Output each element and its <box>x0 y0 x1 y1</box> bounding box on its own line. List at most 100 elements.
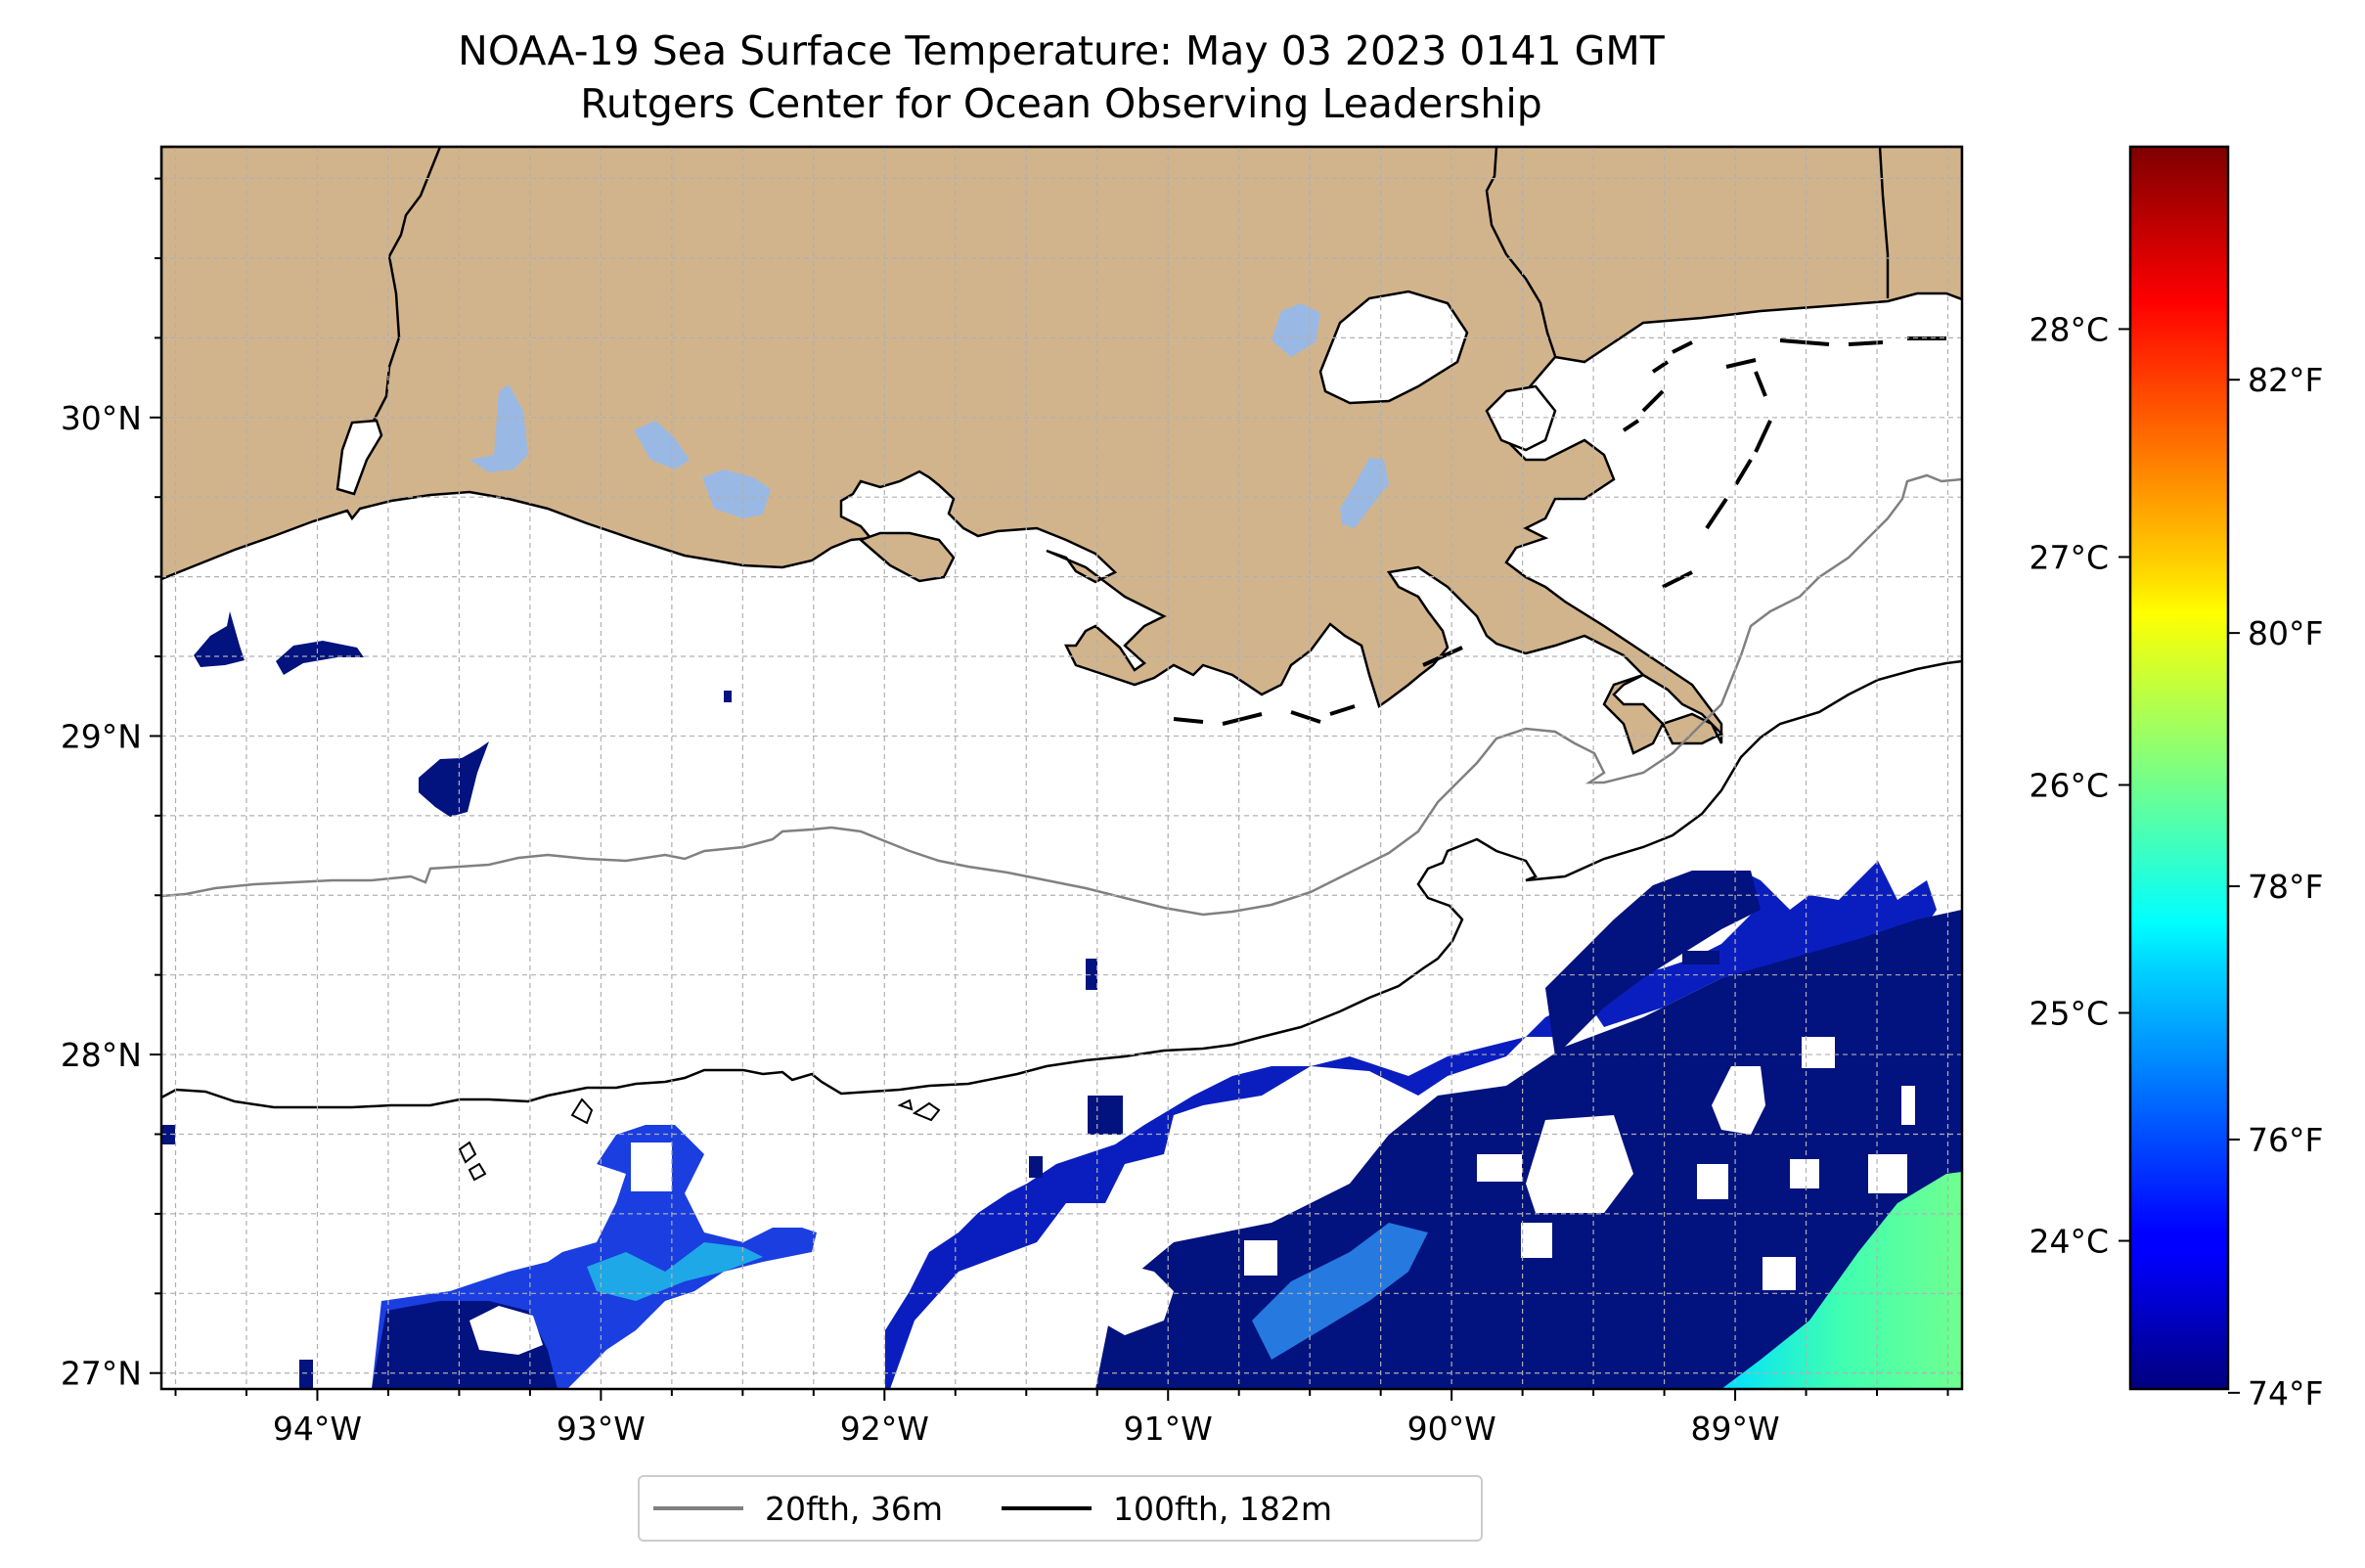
sst-hole-3 <box>1086 1262 1174 1335</box>
sst-west-teal <box>587 1242 763 1301</box>
chart-subtitle: Rutgers Center for Ocean Observing Leade… <box>580 80 1542 127</box>
colorbar-label-f: 74°F <box>2248 1374 2323 1412</box>
x-tick-label: 90°W <box>1407 1410 1496 1448</box>
barrier-island-1 <box>1173 717 1204 724</box>
isobath-100fth <box>161 659 1962 1109</box>
colorbar-label-c: 28°C <box>2029 310 2109 348</box>
barrier-island-15 <box>1848 340 1884 346</box>
barrier-island-2 <box>1222 712 1263 726</box>
sst-hole-1 <box>631 1142 672 1191</box>
barrier-island-13 <box>1651 360 1670 374</box>
shoal-island-1 <box>570 1098 594 1125</box>
barrier-island-14 <box>1779 338 1830 346</box>
sst-blob-nw2 <box>276 641 364 675</box>
sst-hole-2 <box>469 1306 543 1355</box>
colorbar-gradient <box>2128 145 2230 1391</box>
sst-hole-14 <box>1868 1154 1907 1193</box>
sst-hole-12 <box>1763 1257 1796 1290</box>
sst-warm-southeast <box>1721 1172 1962 1389</box>
sst-hole-8 <box>1697 1164 1728 1199</box>
sst-dot-5 <box>1088 1096 1123 1135</box>
legend-item-100fth: 100fth, 182m <box>988 1490 1332 1528</box>
lake-1 <box>469 384 528 472</box>
barrier-islands <box>1173 336 1946 726</box>
lake-3 <box>702 470 771 518</box>
land-mass <box>161 147 1962 755</box>
barrier-island-7 <box>1705 497 1728 530</box>
legend: 20fth, 36m 100fth, 182m <box>638 1475 1483 1542</box>
x-tick-label: 91°W <box>1124 1410 1213 1448</box>
lake-5 <box>1340 458 1389 528</box>
barrier-island-9 <box>1754 420 1772 453</box>
colorbar-label-f: 76°F <box>2248 1121 2323 1159</box>
shoal-island-2 <box>458 1141 477 1164</box>
legend-item-20fth: 20fth, 36m <box>640 1490 943 1528</box>
lake-pontchartrain <box>1318 290 1469 405</box>
border-tx-la <box>372 147 442 422</box>
sst-blob-nw1 <box>194 611 245 667</box>
isobath-20fth <box>161 473 1962 917</box>
sst-hole-13 <box>1521 1223 1552 1258</box>
barrier-island-3 <box>1290 710 1321 724</box>
sst-hole-9 <box>1712 1066 1765 1135</box>
border-la-ms <box>1485 147 1557 357</box>
sst-hole-6 <box>1477 1154 1522 1182</box>
legend-label-20fth: 20fth, 36m <box>765 1489 943 1528</box>
x-tick-label: 89°W <box>1691 1410 1780 1448</box>
legend-swatch-20fth <box>653 1506 743 1510</box>
shoal-islands <box>458 1098 941 1182</box>
barrier-island-10 <box>1754 371 1767 397</box>
colorbar: 24°C 25°C 26°C 27°C 28°C 74°F 76°F 78°F 80°F 82°F <box>2029 145 2323 1412</box>
lake-borgne <box>1485 384 1557 452</box>
colorbar-label-c: 24°C <box>2029 1223 2109 1261</box>
sst-dot-7 <box>299 1360 313 1389</box>
y-tick-label: 27°N <box>61 1355 142 1393</box>
colorbar-label-f: 80°F <box>2248 614 2323 652</box>
lake-2 <box>634 421 690 470</box>
map-area <box>161 147 1962 1389</box>
sst-hole-15 <box>1901 1086 1915 1125</box>
barrier-island-12 <box>1672 340 1693 354</box>
sst-dot-1 <box>724 691 732 702</box>
colorbar-ticks: 24°C 25°C 26°C 27°C 28°C 74°F 76°F 78°F 80°F 82°F <box>2029 310 2323 1411</box>
inland-lakes <box>469 303 1389 528</box>
border-ms-al <box>1878 147 1890 298</box>
y-tick-label: 30°N <box>61 399 142 437</box>
sst-dot-2 <box>1682 951 1719 964</box>
sst-hole-11 <box>1802 1037 1835 1068</box>
shoal-island-4 <box>912 1101 941 1122</box>
sst-dot-4 <box>1029 1156 1043 1178</box>
calcasieu-lake <box>335 419 383 496</box>
sst-hole-4 <box>1211 1198 1242 1226</box>
colorbar-label-c: 27°C <box>2029 538 2109 576</box>
sst-data-layer <box>161 611 1962 1389</box>
sst-southeast-upper <box>1545 871 1761 1056</box>
barrier-island-18 <box>1622 419 1640 432</box>
coastal-bay-marsh <box>858 531 956 583</box>
barrier-island-17 <box>1641 389 1665 413</box>
x-tick-label: 93°W <box>557 1410 646 1448</box>
colorbar-label-c: 25°C <box>2029 995 2109 1033</box>
map-frame <box>159 145 1964 1391</box>
barrier-island-8 <box>1734 458 1753 486</box>
sst-hole-5 <box>1244 1240 1277 1276</box>
barrier-island-6 <box>1662 570 1693 589</box>
colorbar-label-c: 26°C <box>2029 766 2109 804</box>
sst-blob-nw3 <box>419 741 489 817</box>
sst-hole-7 <box>1526 1115 1633 1213</box>
sst-hole-10 <box>1790 1159 1819 1188</box>
chart-title: NOAA-19 Sea Surface Temperature: May 03 … <box>458 27 1665 74</box>
sst-patch-south-center <box>885 861 1937 1389</box>
legend-label-100fth: 100fth, 182m <box>1113 1489 1332 1528</box>
sst-patch-southeast <box>1095 910 1962 1389</box>
colorbar-label-f: 78°F <box>2248 868 2323 906</box>
lake-4 <box>1272 303 1320 357</box>
map-grid <box>161 147 1962 1389</box>
y-tick-label: 29°N <box>61 717 142 755</box>
sst-dot-6 <box>161 1125 175 1144</box>
colorbar-label-f: 82°F <box>2248 361 2323 399</box>
shoal-island-3 <box>468 1162 487 1182</box>
barrier-island-4 <box>1329 704 1356 716</box>
